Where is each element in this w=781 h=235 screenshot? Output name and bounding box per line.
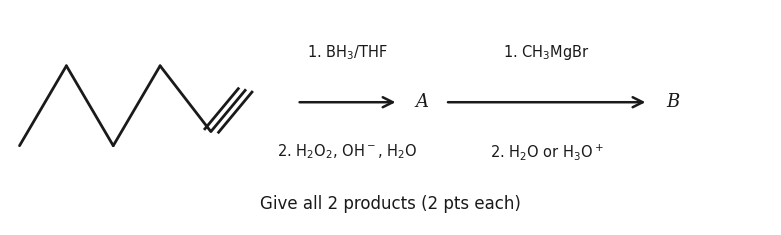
Text: 2. H$_2$O$_2$, OH$^-$, H$_2$O: 2. H$_2$O$_2$, OH$^-$, H$_2$O — [277, 142, 418, 161]
Text: 1. CH$_3$MgBr: 1. CH$_3$MgBr — [503, 43, 590, 62]
Text: 2. H$_2$O or H$_3$O$^+$: 2. H$_2$O or H$_3$O$^+$ — [490, 142, 604, 162]
Text: Give all 2 products (2 pts each): Give all 2 products (2 pts each) — [260, 196, 521, 213]
Text: 1. BH$_3$/THF: 1. BH$_3$/THF — [307, 43, 388, 62]
Text: A: A — [415, 93, 429, 111]
Text: B: B — [666, 93, 679, 111]
